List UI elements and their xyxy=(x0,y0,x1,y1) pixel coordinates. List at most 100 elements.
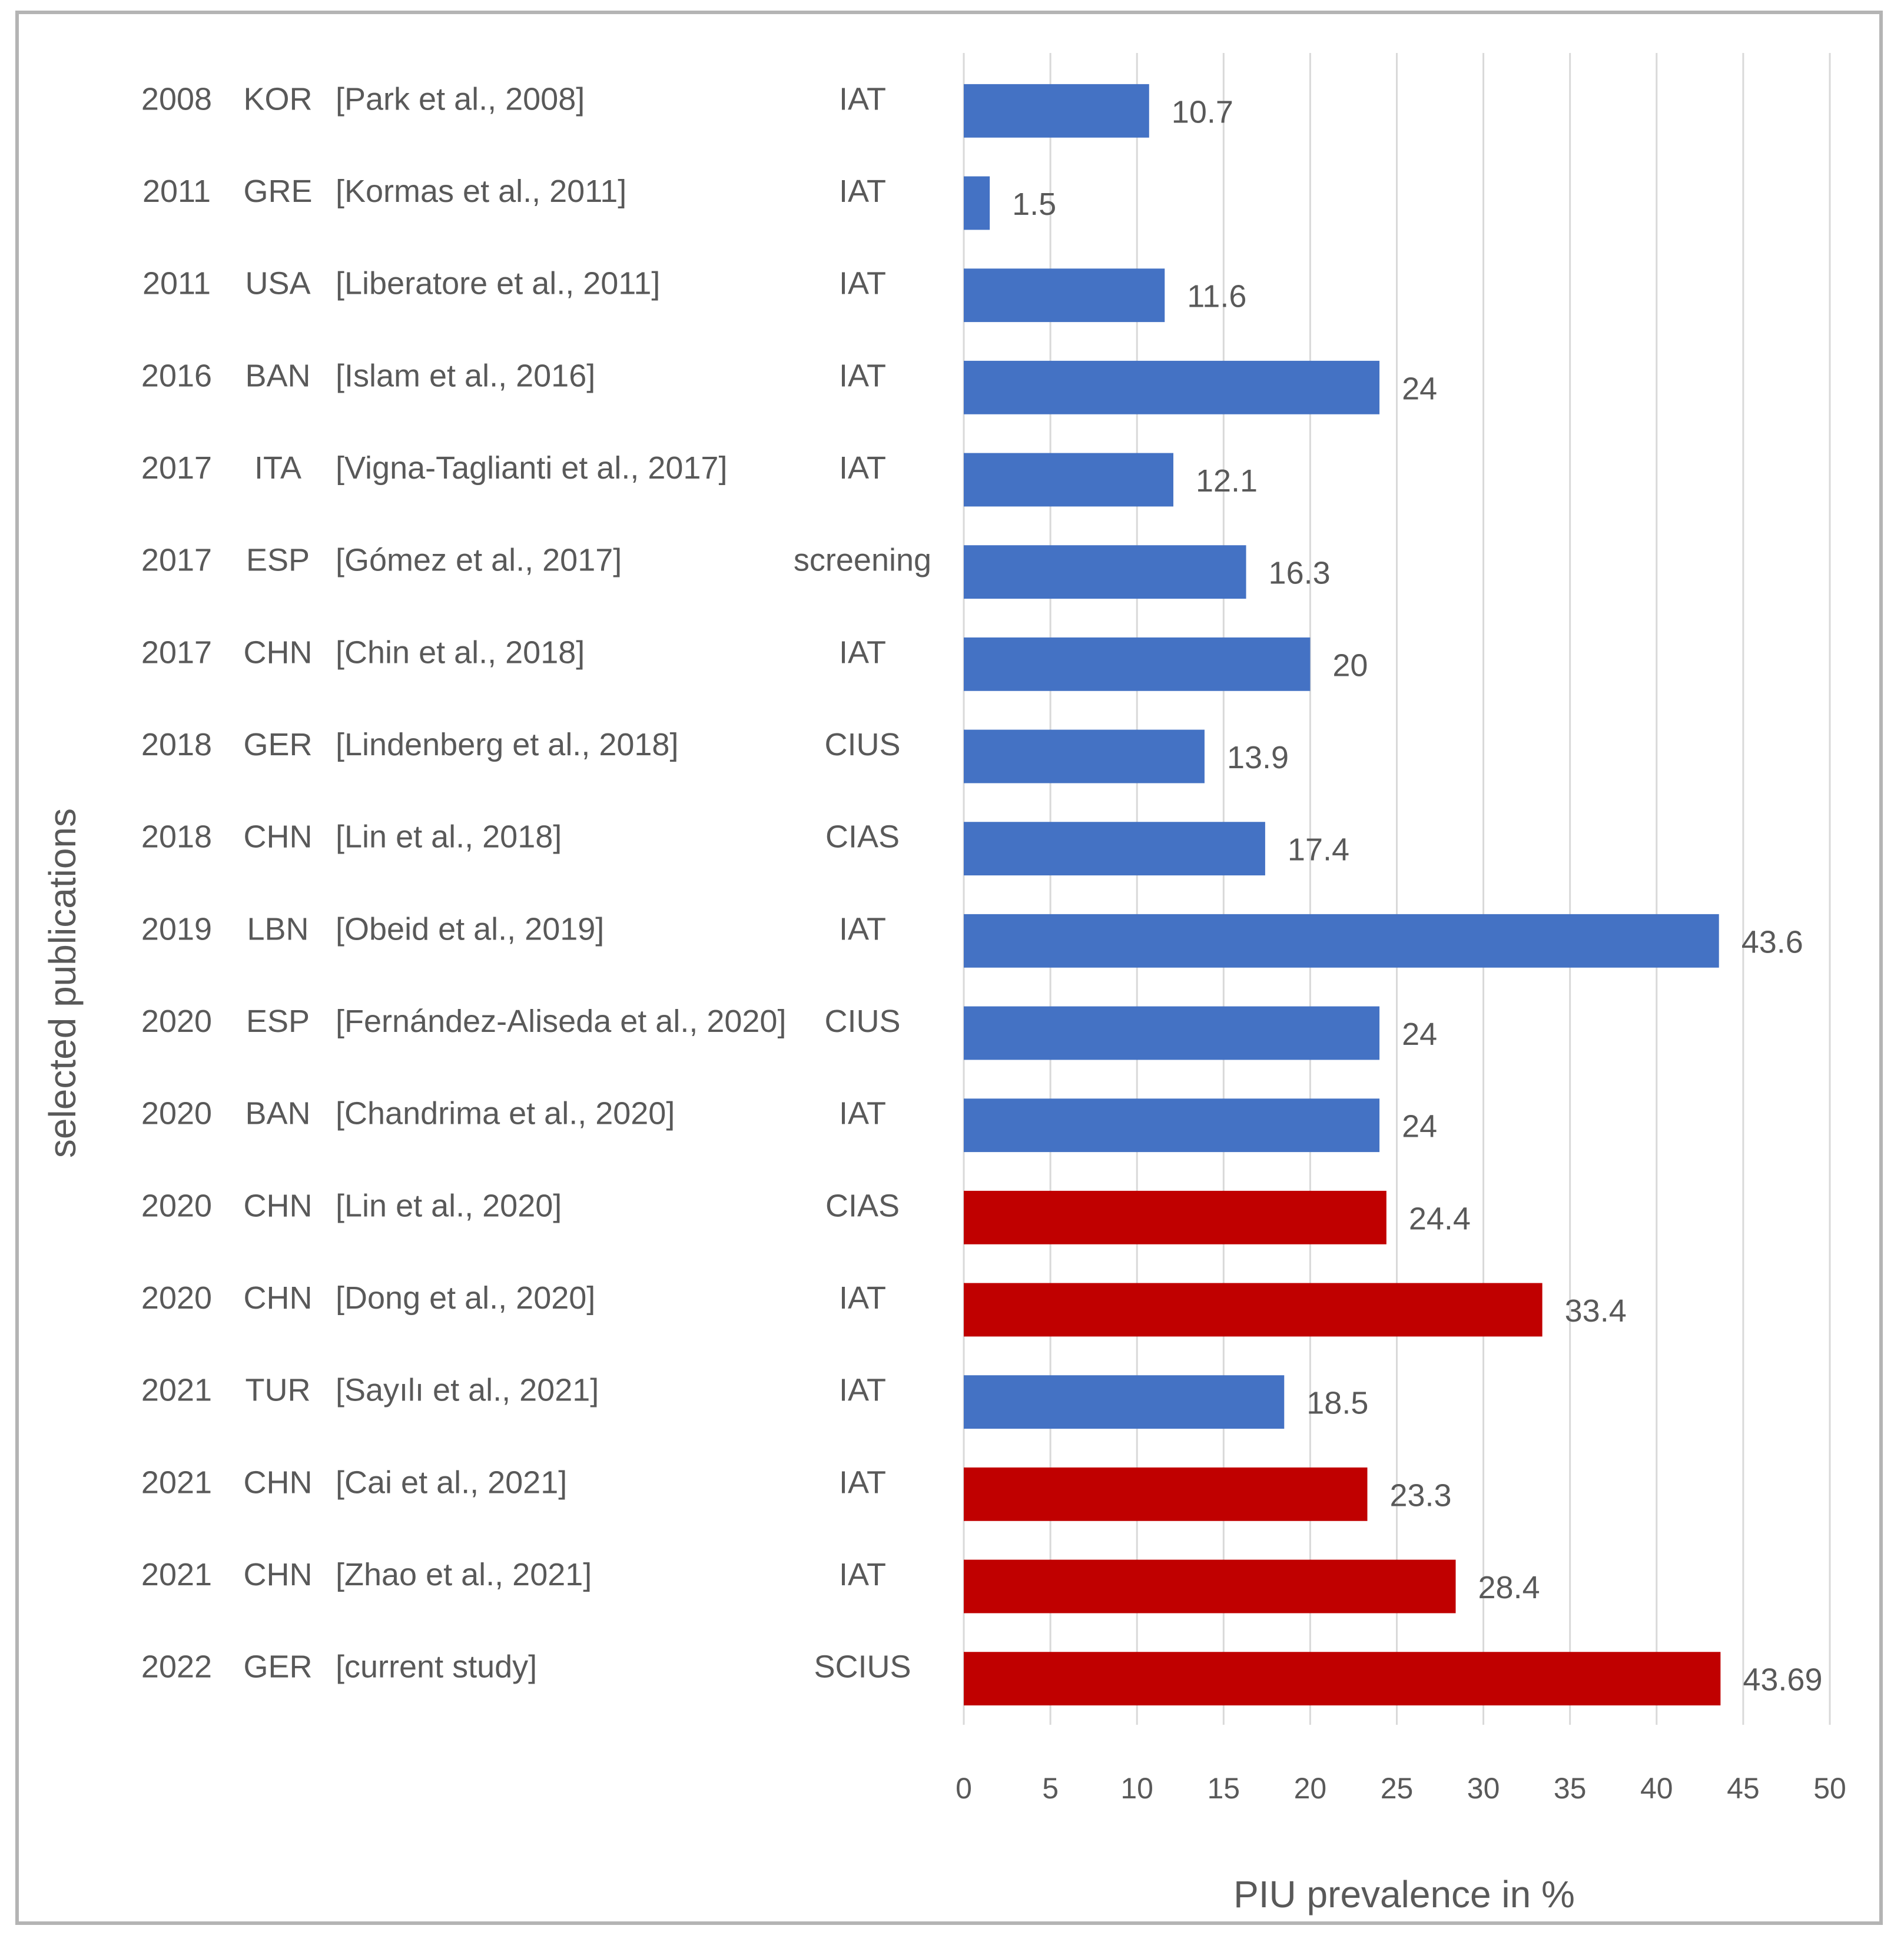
row-year-8: 2018 xyxy=(141,819,212,855)
value-label-11: 24 xyxy=(1402,1109,1437,1144)
row-instrument-7: CIUS xyxy=(824,727,900,762)
row-year-17: 2022 xyxy=(141,1649,212,1685)
row-instrument-11: IAT xyxy=(839,1096,886,1131)
row-country-12: CHN xyxy=(244,1188,313,1223)
row-reference-9: [Obeid et al., 2019] xyxy=(336,911,604,947)
row-reference-16: [Zhao et al., 2021] xyxy=(336,1557,592,1592)
value-label-16: 28.4 xyxy=(1478,1570,1540,1605)
bar-14 xyxy=(964,1375,1285,1429)
row-country-13: CHN xyxy=(244,1280,313,1316)
row-year-4: 2017 xyxy=(141,450,212,486)
row-year-1: 2011 xyxy=(142,174,211,209)
row-year-16: 2021 xyxy=(141,1557,212,1592)
row-year-12: 2020 xyxy=(141,1188,212,1223)
row-instrument-17: SCIUS xyxy=(814,1649,911,1685)
row-country-5: ESP xyxy=(246,543,310,578)
value-label-8: 17.4 xyxy=(1288,832,1349,868)
row-year-5: 2017 xyxy=(141,543,212,578)
bar-3 xyxy=(964,360,1380,414)
x-tick-label-35: 35 xyxy=(1554,1772,1587,1805)
bar-5 xyxy=(964,545,1246,599)
value-label-9: 43.6 xyxy=(1742,924,1803,960)
row-reference-15: [Cai et al., 2021] xyxy=(336,1465,567,1500)
row-instrument-16: IAT xyxy=(839,1557,886,1592)
row-year-2: 2011 xyxy=(142,266,211,301)
x-tick-label-30: 30 xyxy=(1467,1772,1500,1805)
x-tick-label-40: 40 xyxy=(1640,1772,1673,1805)
row-labels: 2008 KOR [Park et al., 2008] IAT 2011 GRE [Kor… xyxy=(141,81,931,1684)
bars xyxy=(964,84,1721,1706)
row-year-0: 2008 xyxy=(141,81,212,117)
bar-4 xyxy=(964,453,1173,507)
value-label-10: 24 xyxy=(1402,1017,1437,1052)
row-instrument-9: IAT xyxy=(839,911,886,947)
bar-2 xyxy=(964,268,1165,323)
row-country-0: KOR xyxy=(243,81,312,117)
x-tick-label-15: 15 xyxy=(1207,1772,1240,1805)
x-axis-title: PIU prevalence in % xyxy=(1233,1873,1575,1916)
row-year-9: 2019 xyxy=(141,911,212,947)
bar-9 xyxy=(964,914,1719,968)
value-label-6: 20 xyxy=(1332,648,1368,683)
bar-11 xyxy=(964,1098,1380,1153)
row-reference-12: [Lin et al., 2020] xyxy=(336,1188,562,1223)
bar-8 xyxy=(964,822,1265,876)
row-year-11: 2020 xyxy=(141,1096,212,1131)
row-country-9: LBN xyxy=(247,911,309,947)
y-axis-title: selected publications xyxy=(41,808,84,1158)
row-year-7: 2018 xyxy=(141,727,212,762)
row-year-13: 2020 xyxy=(141,1280,212,1316)
row-year-14: 2021 xyxy=(141,1373,212,1408)
x-axis-ticks: 0 5 10 15 20 25 30 35 40 45 50 xyxy=(956,1772,1846,1805)
value-label-4: 12.1 xyxy=(1196,463,1258,499)
grid-lines xyxy=(963,53,1831,1725)
row-country-2: USA xyxy=(245,266,310,301)
x-tick-label-45: 45 xyxy=(1727,1772,1760,1805)
x-tick-label-25: 25 xyxy=(1381,1772,1414,1805)
bar-7 xyxy=(964,729,1205,784)
value-label-1: 1.5 xyxy=(1012,187,1056,222)
x-tick-label-10: 10 xyxy=(1120,1772,1153,1805)
row-reference-0: [Park et al., 2008] xyxy=(336,81,585,117)
value-label-3: 24 xyxy=(1402,371,1437,406)
bar-12 xyxy=(964,1190,1386,1244)
row-instrument-8: CIAS xyxy=(825,819,900,855)
row-country-7: GER xyxy=(243,727,312,762)
row-country-14: TUR xyxy=(246,1373,311,1408)
row-reference-6: [Chin et al., 2018] xyxy=(336,635,585,670)
row-instrument-3: IAT xyxy=(839,358,886,393)
row-year-3: 2016 xyxy=(141,358,212,393)
row-year-15: 2021 xyxy=(141,1465,212,1500)
bar-0 xyxy=(964,84,1149,138)
row-reference-13: [Dong et al., 2020] xyxy=(336,1280,595,1316)
row-instrument-15: IAT xyxy=(839,1465,886,1500)
row-instrument-10: CIUS xyxy=(824,1004,900,1039)
row-reference-1: [Kormas et al., 2011] xyxy=(336,174,626,209)
value-label-13: 33.4 xyxy=(1565,1293,1627,1329)
x-tick-label-5: 5 xyxy=(1042,1772,1059,1805)
value-label-0: 10.7 xyxy=(1172,94,1233,130)
row-country-8: CHN xyxy=(244,819,313,855)
row-country-3: BAN xyxy=(245,358,310,393)
row-country-11: BAN xyxy=(245,1096,310,1131)
bar-15 xyxy=(964,1467,1368,1521)
row-instrument-12: CIAS xyxy=(825,1188,900,1223)
value-label-5: 16.3 xyxy=(1269,556,1331,591)
row-reference-7: [Lindenberg et al., 2018] xyxy=(336,727,678,762)
row-reference-2: [Liberatore et al., 2011] xyxy=(336,266,660,301)
row-reference-17: [current study] xyxy=(336,1649,537,1685)
row-reference-10: [Fernández-Aliseda et al., 2020] xyxy=(336,1004,786,1039)
value-label-17: 43.69 xyxy=(1743,1662,1822,1698)
bar-1 xyxy=(964,176,990,230)
bar-16 xyxy=(964,1559,1456,1614)
value-label-14: 18.5 xyxy=(1306,1386,1368,1421)
row-instrument-0: IAT xyxy=(839,81,886,117)
value-labels: 10.7 1.5 11.6 24 12.1 16.3 20 13.9 17.4 43.6 24 24 2… xyxy=(1012,94,1822,1697)
row-reference-5: [Gómez et al., 2017] xyxy=(336,543,622,578)
row-reference-8: [Lin et al., 2018] xyxy=(336,819,562,855)
row-instrument-4: IAT xyxy=(839,450,886,486)
row-year-6: 2017 xyxy=(141,635,212,670)
bar-6 xyxy=(964,637,1311,691)
row-instrument-14: IAT xyxy=(839,1373,886,1408)
